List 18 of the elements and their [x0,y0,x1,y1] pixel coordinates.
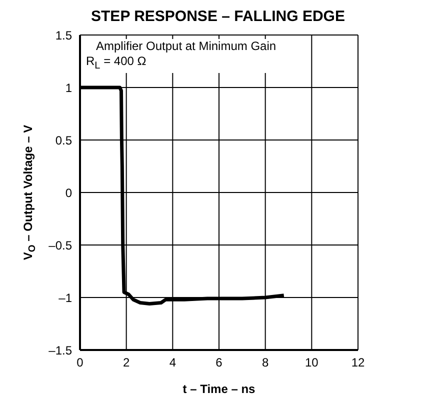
x-tick-label: 6 [216,356,223,370]
annotation: Amplifier Output at Minimum Gain [95,39,276,54]
y-tick-label: –0.5 [48,238,72,252]
x-tick-label: 12 [351,356,365,370]
x-tick-label: 4 [169,356,176,370]
x-tick-label: 0 [76,356,84,370]
y-tick-label: –1.5 [48,343,72,358]
y-tick-label: 1 [65,80,72,95]
chart-title: STEP RESPONSE – FALLING EDGE [90,8,346,25]
y-tick-label: –1 [58,290,72,305]
y-tick-label: 0 [65,186,72,200]
x-tick-label: 2 [122,356,130,370]
y-tick-label: 1.5 [55,28,72,42]
y-tick-label: 0.5 [55,133,72,148]
x-tick-label: 8 [262,356,269,370]
x-axis-title: t – Time – ns [182,382,256,396]
annotation: R$_{L}$ = 400 Ω [86,54,148,74]
x-tick-label: 10 [304,356,319,370]
